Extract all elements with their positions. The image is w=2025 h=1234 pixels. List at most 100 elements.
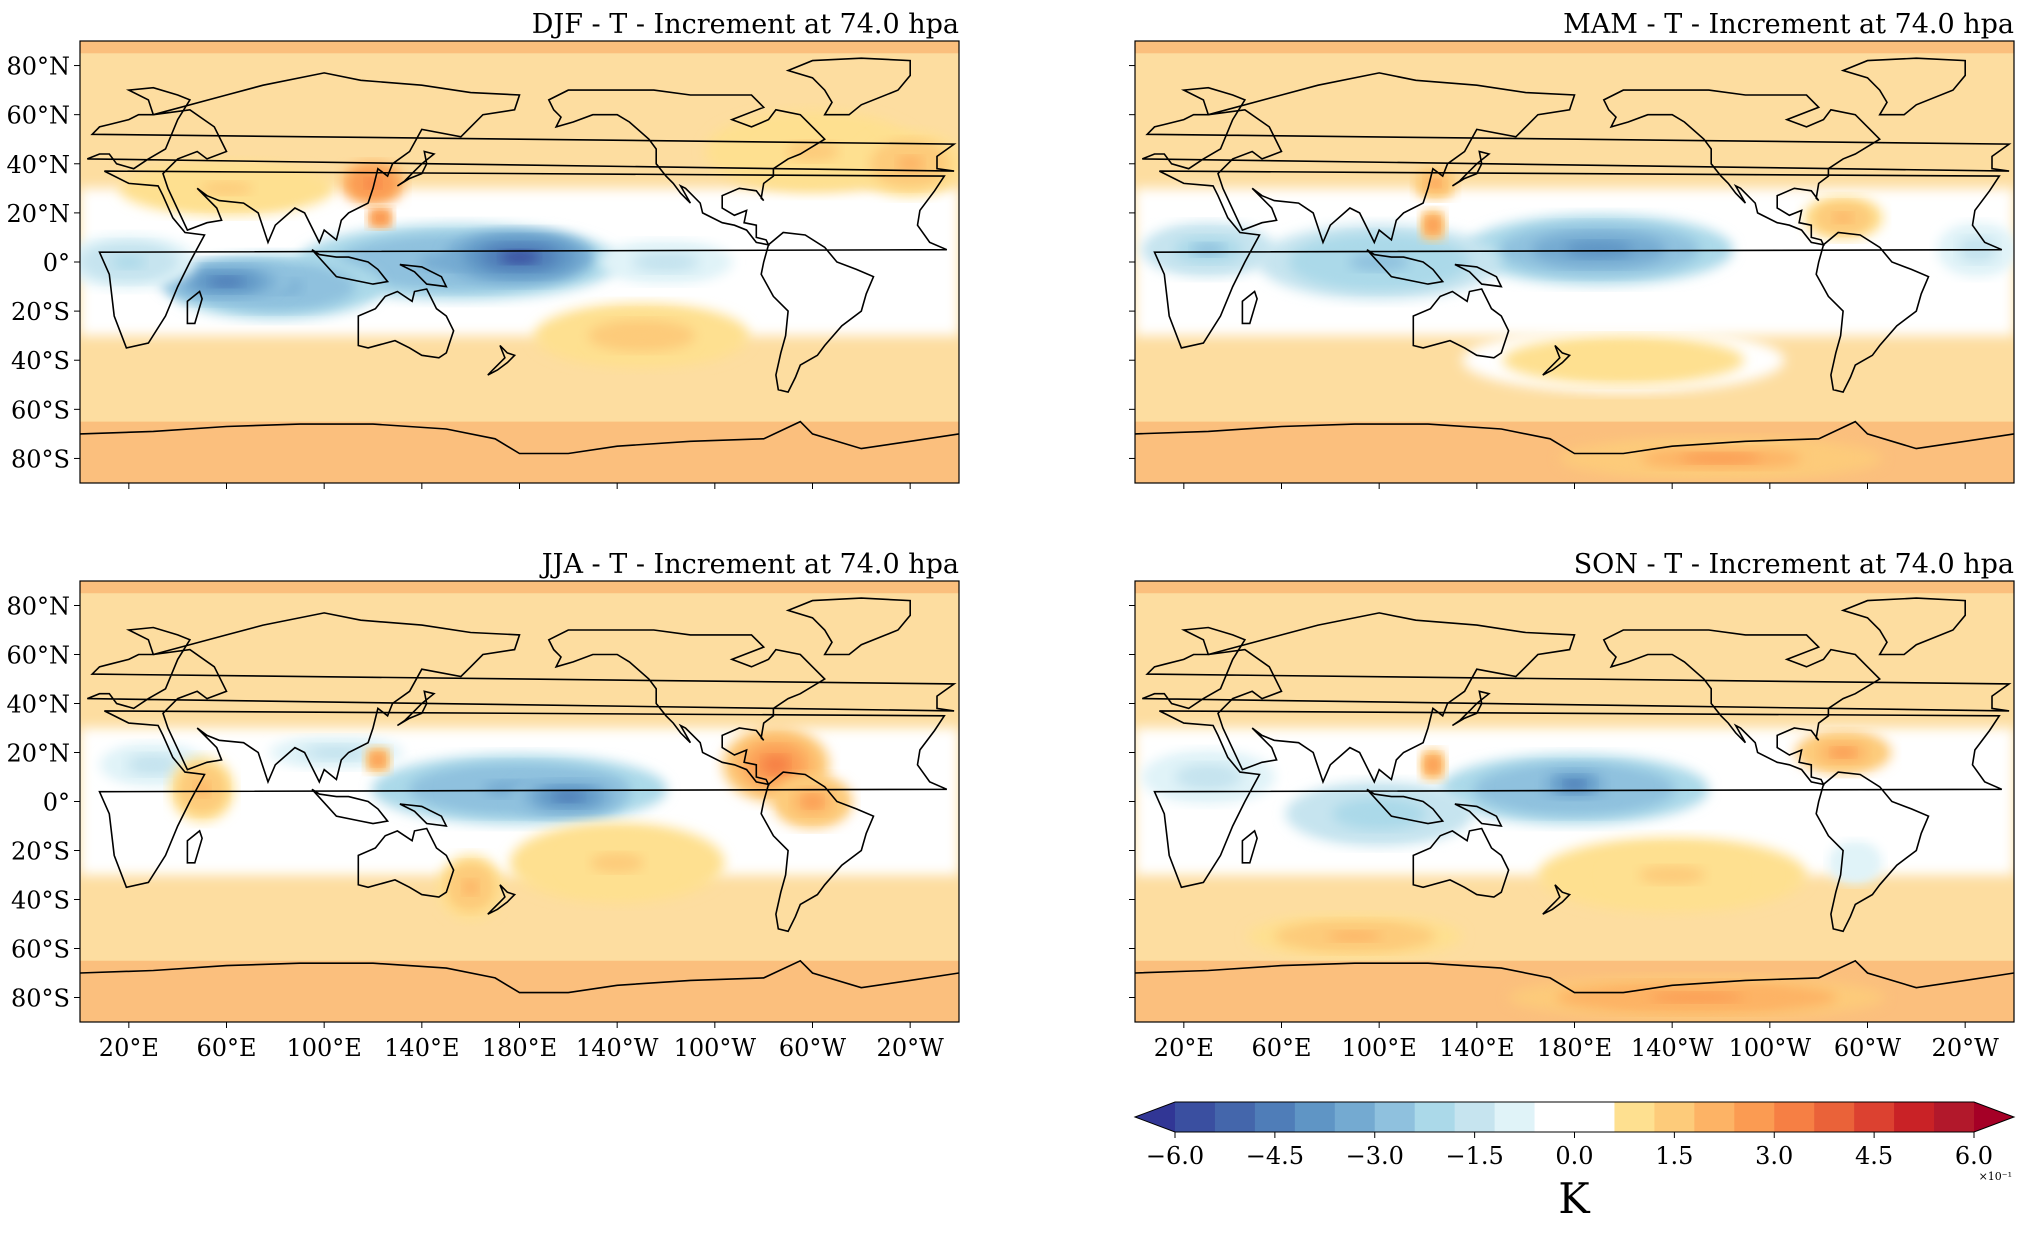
coastline-jja-9 <box>785 597 911 656</box>
coastline-djf-10 <box>760 231 875 394</box>
field-djf <box>80 41 959 483</box>
x-tick-label: 60°E <box>196 1034 256 1062</box>
coastline-jja-12 <box>80 959 959 994</box>
y-tick-label: 20°S <box>11 838 70 866</box>
increment-blob-djf-8 <box>614 327 669 344</box>
colorbar-bin-14 <box>1734 1102 1775 1132</box>
increment-blob-jja-8 <box>462 879 479 896</box>
increment-blob-jja-6 <box>374 756 382 764</box>
colorbar-bin-7 <box>1454 1102 1496 1132</box>
coastline-son-11 <box>1241 829 1258 864</box>
colorbar-bin-10 <box>1574 1102 1615 1132</box>
coastline-jja-10 <box>760 771 875 933</box>
coastline-mam-12 <box>2013 433 2014 434</box>
coastline-jja-2 <box>153 612 521 785</box>
coastline-djf-5 <box>399 263 448 288</box>
x-tick-label: 20°W <box>1932 1034 2000 1062</box>
x-tick-label: 100°W <box>1729 1034 1812 1062</box>
colorbar-bin-11 <box>1614 1102 1655 1132</box>
coastline-mam-9 <box>1840 57 1966 116</box>
panel-title-jja: JJA - T - Increment at 74.0 hpa <box>539 549 959 580</box>
increment-blob-djf-11 <box>896 155 924 172</box>
colorbar-bin-13 <box>1694 1102 1735 1132</box>
increment-blob-djf-3 <box>209 276 244 288</box>
coastline-mam-3 <box>1451 150 1491 187</box>
colorbar-extend-min <box>1135 1102 1175 1132</box>
coastline-mam-1 <box>1142 86 2012 172</box>
x-tick-label: 180°E <box>1537 1034 1612 1062</box>
colorbar-bin-1 <box>1214 1102 1256 1132</box>
panel-djf: 80°N 60°N 40°N 20°N 0° 20°S 40°S 60°S 80°S <box>6 40 960 489</box>
coastline-mam-4 <box>1366 249 1445 285</box>
coastline-djf-11 <box>186 290 203 325</box>
colorbar-bin-19 <box>1934 1102 1975 1132</box>
x-tick-label: 180°E <box>482 1034 557 1062</box>
coastline-mam-10 <box>1815 231 1930 394</box>
y-tick-label: 0° <box>43 789 70 817</box>
coastline-jja-5 <box>399 803 448 827</box>
field-son <box>1135 581 2014 1022</box>
colorbar-tick-label: 4.5 <box>1855 1142 1893 1170</box>
colorbar-bin-8 <box>1494 1102 1536 1132</box>
increment-blob-son-2 <box>1355 805 1403 822</box>
coastline-son-1 <box>2021 628 2025 711</box>
y-tick-label: 0° <box>43 249 70 277</box>
coastline-mam-11 <box>1241 290 1258 325</box>
increment-blob-jja-1 <box>553 791 584 802</box>
coastline-son-2 <box>1208 612 1576 785</box>
coastline-jja-6 <box>357 827 455 898</box>
coastlines-son <box>964 597 2025 994</box>
panel-title-son: SON - T - Increment at 74.0 hpa <box>1574 549 2014 580</box>
coastline-mam-5 <box>1454 263 1503 288</box>
panel-mam <box>964 40 2025 489</box>
colorbar-bin-18 <box>1894 1102 1935 1132</box>
y-tick-label: 20°N <box>6 200 70 228</box>
coastline-son-8 <box>1602 629 1881 786</box>
colorbar-exponent: ×10⁻¹ <box>1979 1170 2012 1183</box>
increment-blob-mam-0 <box>1565 240 1633 259</box>
y-tick-label: 40°S <box>11 887 70 915</box>
x-tick-label: 140°W <box>576 1034 659 1062</box>
y-tick-label: 40°N <box>6 691 70 719</box>
coastline-son-9 <box>964 598 1086 654</box>
coastline-djf-0 <box>98 170 948 349</box>
colorbar: −6.0 −4.5 −3.0 −1.5 0.0 1.5 3.0 4.5 6.0 <box>1133 1101 2016 1170</box>
coastline-son-5 <box>1454 803 1503 827</box>
y-tick-label: 80°N <box>6 53 70 81</box>
colorbar-tick-label: −6.0 <box>1146 1142 1204 1170</box>
coastline-mam-9 <box>964 58 1086 114</box>
panel-jja: 80°N 60°N 40°N 20°N 0° 20°S 40°S 60°S 80°S 20°E 60… <box>6 580 960 1062</box>
coastline-mam-6 <box>1412 288 1510 359</box>
coastline-jja-1 <box>87 626 957 712</box>
x-tick-label: 20°W <box>877 1034 945 1062</box>
coastlines-djf <box>80 57 959 455</box>
increment-blob-mam-5 <box>1429 179 1441 188</box>
colorbar-tick-label: −4.5 <box>1246 1142 1304 1170</box>
coastline-djf-2 <box>153 72 521 245</box>
y-tick-label: 40°N <box>6 151 70 179</box>
coastline-son-9 <box>1840 597 1966 656</box>
colorbar-bin-17 <box>1854 1102 1895 1132</box>
coastline-djf-9 <box>785 57 911 116</box>
coastline-mam-0 <box>1153 170 2003 349</box>
colorbar-bin-4 <box>1334 1102 1376 1132</box>
coastline-jja-11 <box>186 829 203 864</box>
colorbar-bin-0 <box>1175 1102 1216 1132</box>
colorbar-bin-6 <box>1414 1102 1456 1132</box>
panel-title-mam: MAM - T - Increment at 74.0 hpa <box>1563 9 2014 40</box>
field-jja <box>80 581 959 1022</box>
increment-blob-jja-5 <box>802 794 823 809</box>
increment-blob-son-8 <box>1327 930 1382 942</box>
increment-blob-djf-9 <box>785 141 840 162</box>
x-tick-label: 60°W <box>779 1034 847 1062</box>
coastline-jja-7 <box>487 884 517 915</box>
coastline-son-0 <box>1153 710 2003 889</box>
colorbar-bin-5 <box>1374 1102 1416 1132</box>
increment-blob-son-3 <box>1191 770 1226 784</box>
increment-blob-son-6 <box>1830 747 1856 758</box>
coastline-mam-1 <box>2021 88 2025 171</box>
coastline-mam-7 <box>1542 344 1572 376</box>
coastline-son-12 <box>2013 972 2014 973</box>
x-tick-label: 20°E <box>99 1034 159 1062</box>
